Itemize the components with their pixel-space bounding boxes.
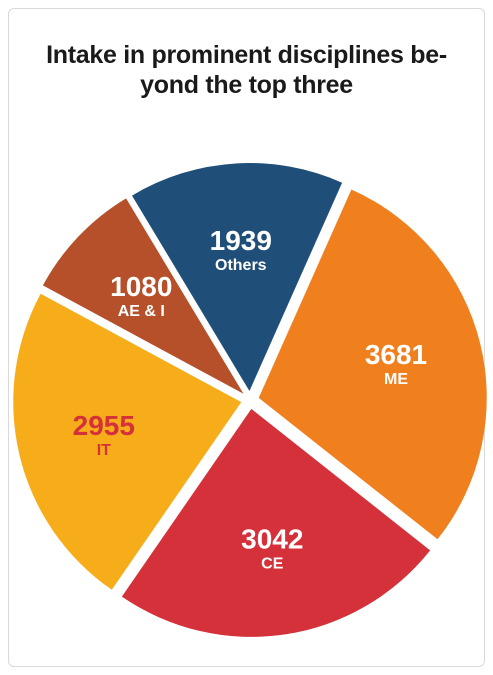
pie-slice-others <box>132 163 343 392</box>
pie-value-label-others: 1939 <box>210 225 272 256</box>
pie-slice-ce <box>121 408 431 637</box>
chart-title-line-1: Intake in prominent disciplines be- <box>46 41 447 69</box>
pie-slices <box>13 163 487 637</box>
pie-category-label-me: ME <box>384 371 408 388</box>
pie-slice-ae-i <box>42 198 244 394</box>
chart-title: Intake in prominent disciplines be- yond… <box>0 40 493 100</box>
pie-slice-me <box>258 189 487 540</box>
pie-category-label-others: Others <box>215 257 267 274</box>
pie-category-label-ce: CE <box>261 556 284 573</box>
pie-value-label-ae-i: 1080 <box>110 271 172 302</box>
pie-category-label-ae-i: AE & I <box>118 303 165 320</box>
pie-slice-it <box>13 293 242 590</box>
pie-value-label-it: 2955 <box>73 410 135 441</box>
pie-value-label-me: 3681 <box>365 339 427 370</box>
pie-value-label-ce: 3042 <box>241 524 303 555</box>
chart-title-line-2: yond the top three <box>140 71 353 99</box>
pie-category-label-it: IT <box>97 442 111 459</box>
